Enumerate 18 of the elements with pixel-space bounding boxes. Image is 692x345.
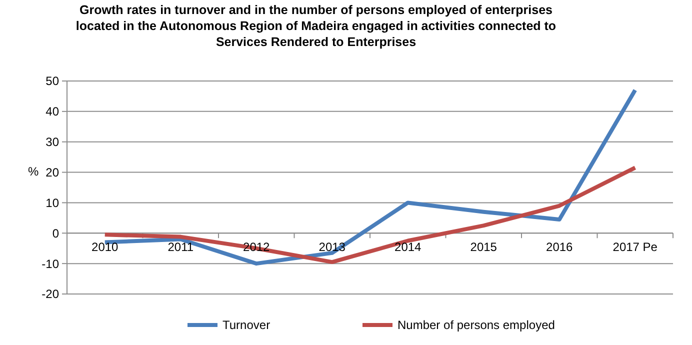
y-tick-label: 0 <box>52 226 60 240</box>
x-tick-label: 2010 <box>92 240 119 254</box>
x-tick-label: 2016 <box>546 240 574 254</box>
y-tick-label: 10 <box>46 196 60 210</box>
y-tick-label: 50 <box>46 74 60 88</box>
legend-label: Turnover <box>222 318 270 332</box>
x-tick-label: 2015 <box>470 240 498 254</box>
chart-title: Growth rates in turnover and in the number of persons employed of enterprises located in the Autonomous Region of Madeira engaged in activities connected to Services Rendered to Enterprises <box>76 3 556 49</box>
y-tick-label: -20 <box>42 287 60 302</box>
y-tick-label: 30 <box>46 135 60 150</box>
x-tick-label: 2017 Pe <box>612 240 658 254</box>
y-tick-label: 20 <box>46 165 60 180</box>
legend-label: Number of persons employed <box>398 318 555 332</box>
x-tick-label: 2014 <box>394 240 422 254</box>
x-tick-label: 2011 <box>168 240 194 254</box>
y-tick-label: 40 <box>46 104 60 119</box>
y-axis-title: % <box>28 164 39 178</box>
y-tick-label: -10 <box>42 256 60 271</box>
